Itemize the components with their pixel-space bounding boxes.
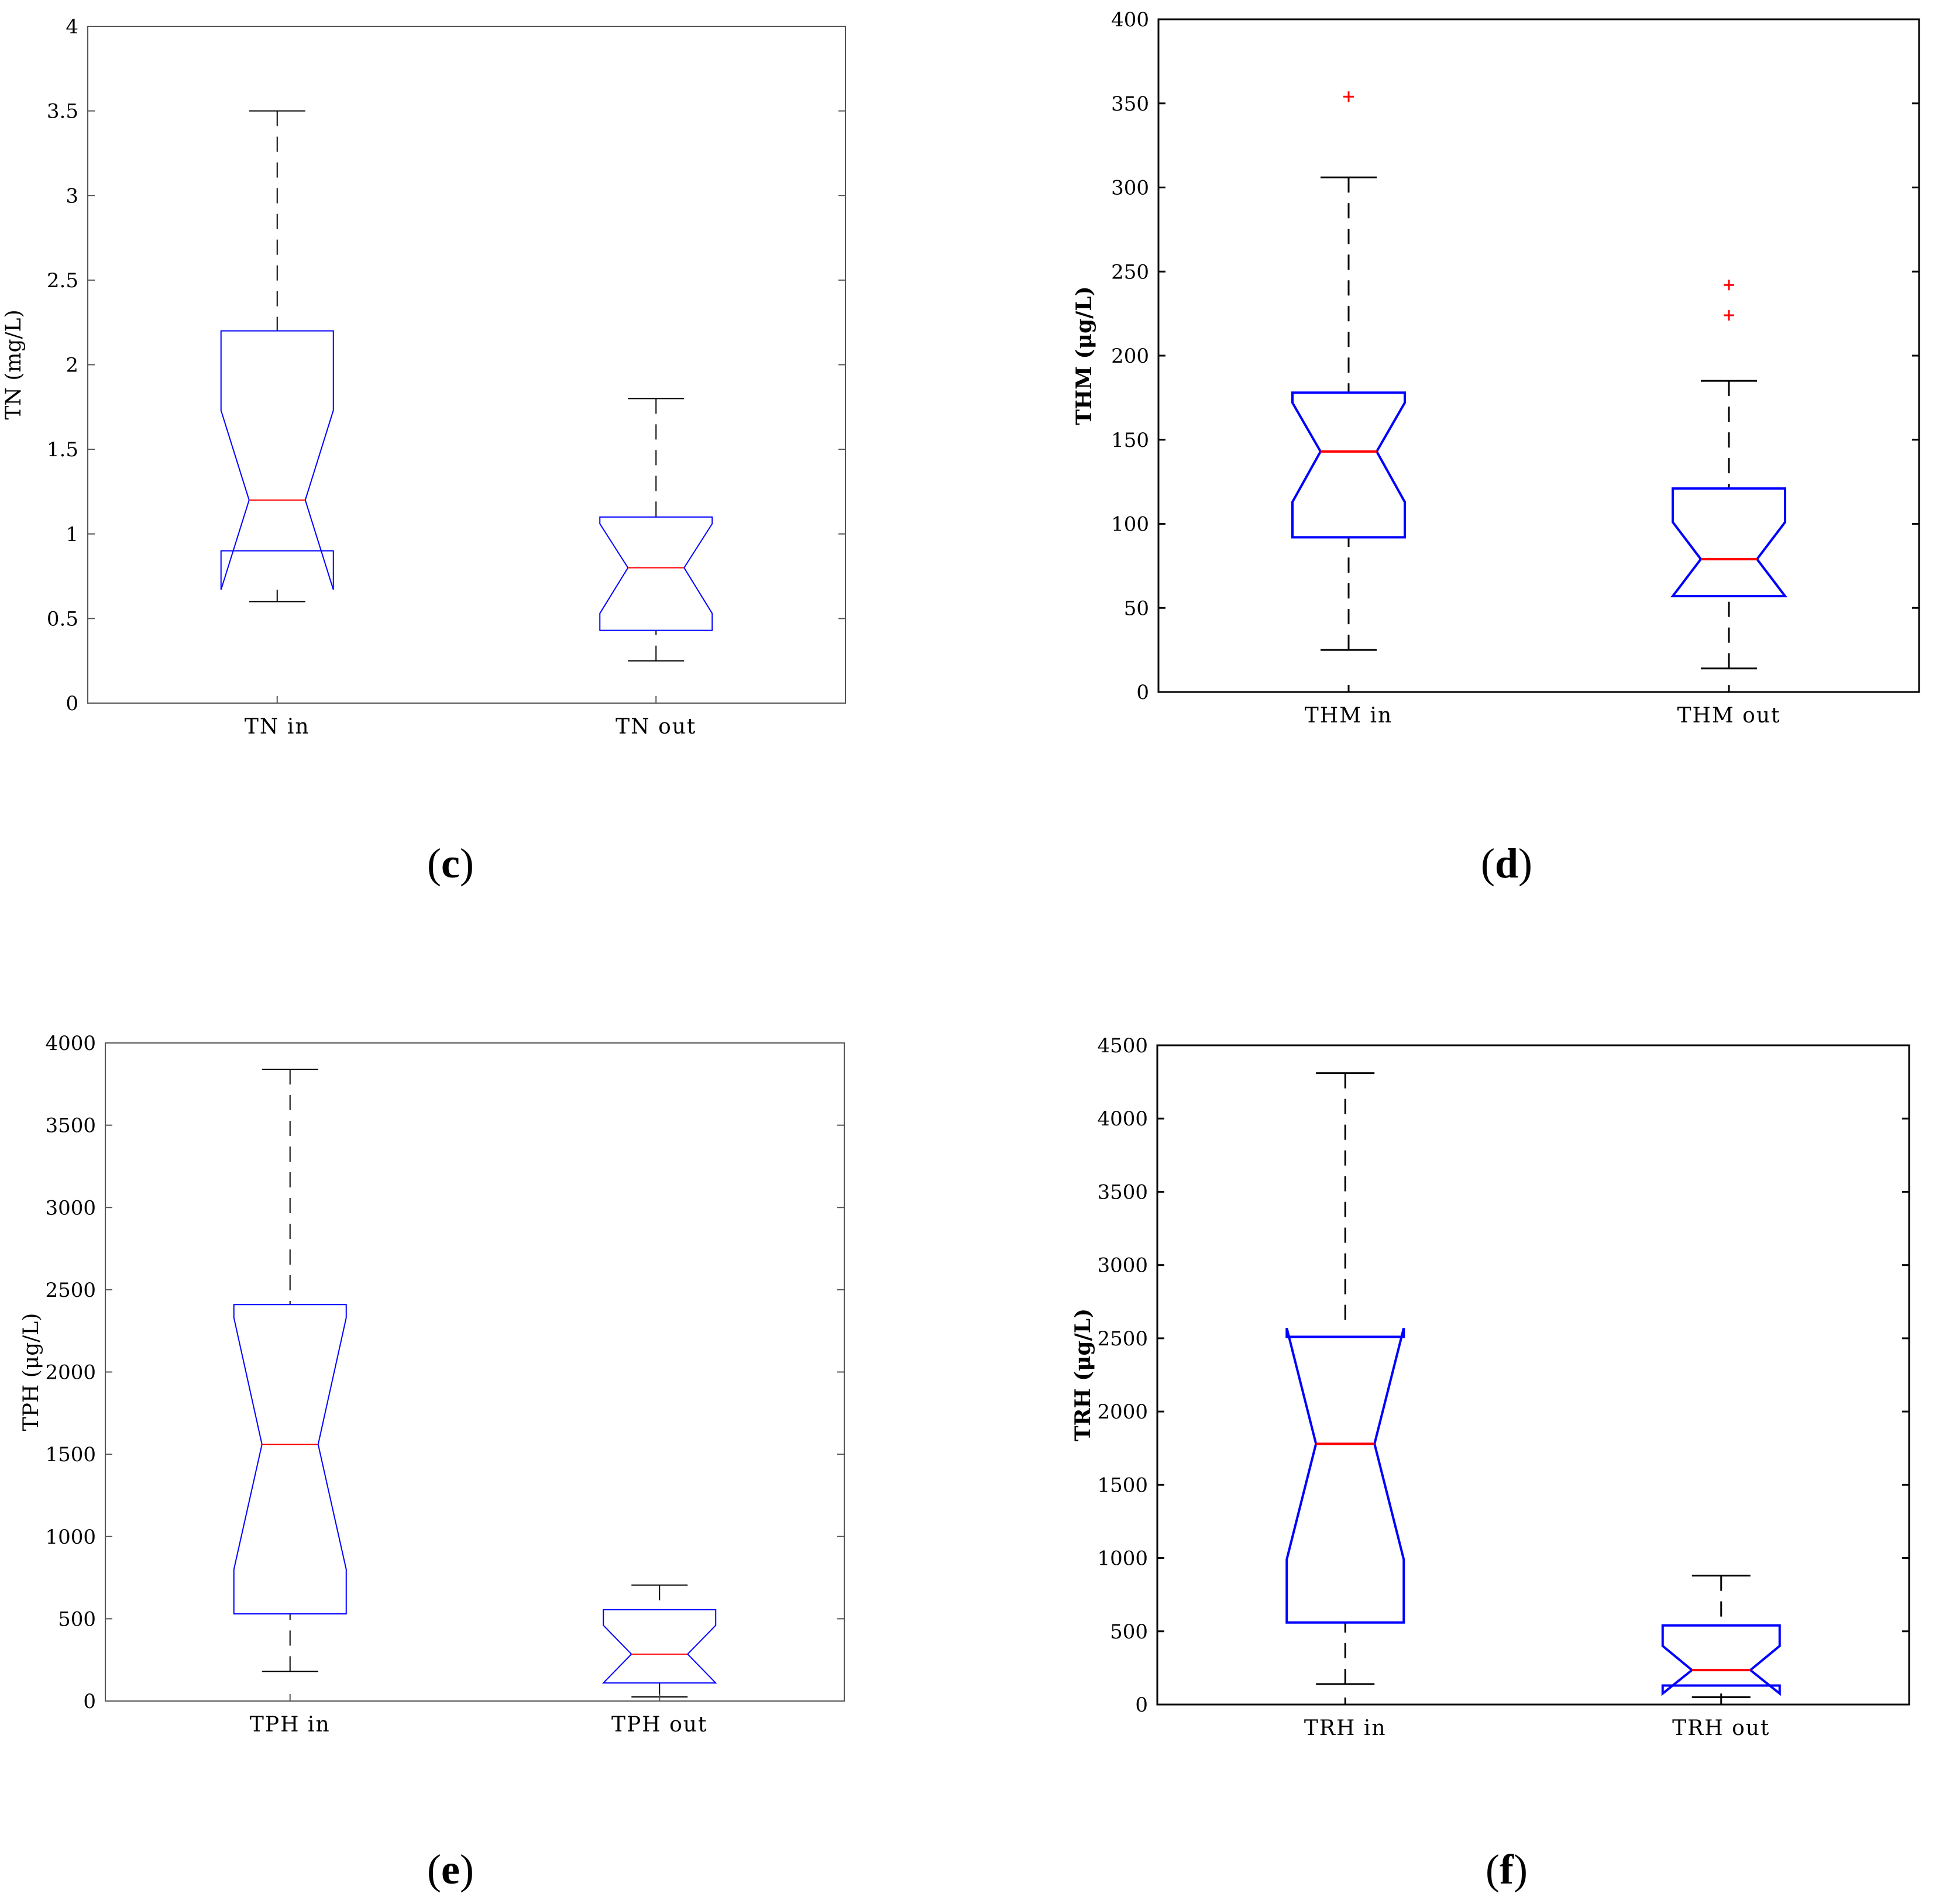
box-tn-out <box>599 398 713 662</box>
y-tick-label: 3500 <box>45 1114 96 1138</box>
y-tick-label: 350 <box>1111 92 1149 116</box>
y-tick-label: 0.5 <box>47 607 78 631</box>
outlier-point <box>1724 280 1734 291</box>
notched-box <box>1661 1624 1781 1696</box>
y-tick-label: 1000 <box>45 1526 96 1549</box>
y-tick-label: 0 <box>1136 681 1149 704</box>
y-tick-label: 150 <box>1111 429 1149 452</box>
notched-box <box>220 330 334 590</box>
y-tick-label: 300 <box>1111 177 1149 200</box>
plot-area-frame <box>1157 18 1920 693</box>
plot-area-frame <box>1156 1044 1910 1706</box>
box-thm-out <box>1670 280 1788 670</box>
y-tick-label: 400 <box>1111 8 1149 32</box>
y-tick-label: 4 <box>66 15 78 39</box>
outlier-point <box>1343 91 1354 102</box>
y-tick-label: 250 <box>1111 260 1149 284</box>
y-tick-label: 3.5 <box>47 100 78 123</box>
y-tick-label: 0 <box>66 692 78 715</box>
y-axis-label: TN (mg/L) <box>2 309 26 419</box>
box-trh-out <box>1661 1575 1781 1698</box>
x-category-label: TPH in <box>250 1713 331 1737</box>
notched-box <box>599 516 713 631</box>
y-tick-label: 1.5 <box>47 438 78 462</box>
panel-label-e: (e) <box>427 1846 474 1893</box>
panel-d-chart: 0 50 100 150 200 250 300 350 400 THM (μg/L) THM in… <box>1072 8 1920 728</box>
y-tick-label: 2000 <box>45 1361 96 1385</box>
y-tick-label: 200 <box>1111 345 1149 368</box>
y-tick-label: 100 <box>1111 513 1149 536</box>
y-tick-label: 1 <box>66 523 78 546</box>
y-tick-label: 4500 <box>1097 1034 1148 1058</box>
notched-box <box>1291 391 1406 539</box>
x-category-label: TRH out <box>1672 1716 1770 1740</box>
y-tick-label: 2500 <box>45 1279 96 1302</box>
box-tph-in <box>233 1069 347 1672</box>
y-axis-label: TRH (μg/L) <box>1071 1309 1095 1441</box>
y-tick-label: 2 <box>66 354 78 377</box>
x-category-label: THM in <box>1305 704 1392 728</box>
y-tick-label: 500 <box>1110 1620 1148 1644</box>
x-category-label: THM out <box>1677 704 1780 728</box>
y-tick-label: 3 <box>66 184 78 208</box>
plot-area-frame <box>105 1042 845 1702</box>
y-tick-label: 50 <box>1124 597 1149 620</box>
notched-box <box>233 1304 347 1614</box>
y-tick-label: 1500 <box>45 1443 96 1466</box>
notched-box <box>1670 487 1788 598</box>
y-tick-label: 4000 <box>1097 1107 1148 1131</box>
box-trh-in <box>1285 1072 1405 1685</box>
y-tick-label: 2500 <box>1097 1327 1148 1351</box>
panel-label-d: (d) <box>1480 840 1532 887</box>
box-tph-out <box>601 1584 717 1698</box>
notched-box <box>1285 1327 1405 1624</box>
y-tick-label: 1500 <box>1097 1473 1148 1497</box>
notched-box <box>601 1609 717 1684</box>
panel-label-c: (c) <box>427 840 474 887</box>
panel-label-f: (f) <box>1486 1846 1528 1893</box>
outlier-point <box>1724 310 1734 321</box>
x-category-label: TPH out <box>611 1713 707 1737</box>
y-tick-label: 3500 <box>1097 1180 1148 1204</box>
y-tick-label: 0 <box>1135 1693 1148 1717</box>
y-tick-label: 1000 <box>1097 1547 1148 1571</box>
x-category-label: TRH in <box>1304 1716 1387 1740</box>
plot-area-frame <box>87 26 846 704</box>
y-axis-label: TPH (μg/L) <box>19 1313 43 1431</box>
y-tick-label: 3000 <box>1097 1254 1148 1278</box>
y-tick-label: 4000 <box>45 1032 96 1055</box>
box-tn-in <box>220 110 334 602</box>
box-thm-in <box>1291 91 1406 651</box>
x-category-label: TN in <box>245 715 310 739</box>
x-category-label: TN out <box>616 715 696 739</box>
y-tick-label: 0 <box>83 1690 96 1713</box>
y-axis-label: THM (μg/L) <box>1072 286 1096 425</box>
y-tick-label: 2.5 <box>47 269 78 292</box>
y-tick-label: 3000 <box>45 1196 96 1220</box>
y-tick-label: 500 <box>58 1607 96 1631</box>
panel-f-chart: 0 500 1000 1500 2000 2500 3000 3500 4000 4500 TRH … <box>1071 1034 1910 1740</box>
y-tick-label: 2000 <box>1097 1400 1148 1424</box>
panel-e-chart: 0 500 1000 1500 2000 2500 3000 3500 4000 TPH (μg/… <box>19 1032 845 1737</box>
panel-c-chart: 0 0.5 1 1.5 2 2.5 3 3.5 4 TN (mg/L) TN in TN out <box>2 15 846 739</box>
